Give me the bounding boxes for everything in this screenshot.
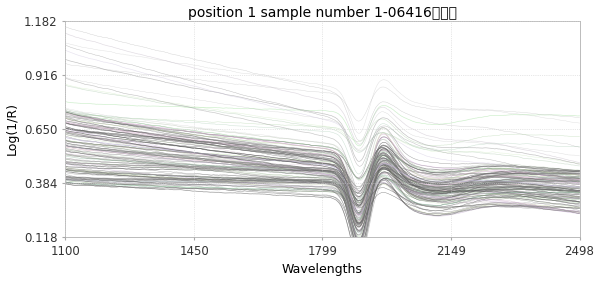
Title: position 1 sample number 1-06416（水）: position 1 sample number 1-06416（水） <box>188 6 457 19</box>
Y-axis label: Log(1/R): Log(1/R) <box>5 102 19 155</box>
X-axis label: Wavelengths: Wavelengths <box>282 263 363 276</box>
